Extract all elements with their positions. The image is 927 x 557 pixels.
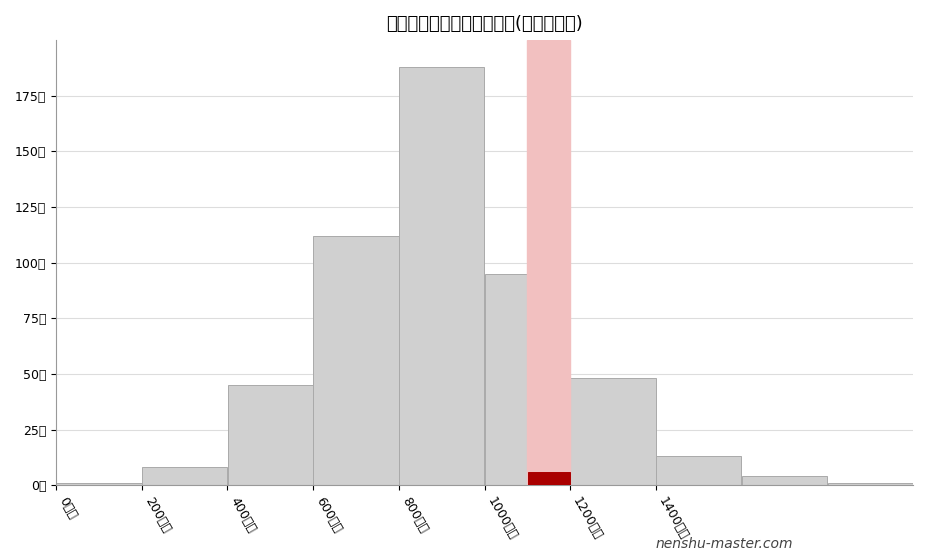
Bar <box>313 236 399 485</box>
Bar <box>399 67 484 485</box>
Bar <box>655 456 741 485</box>
Bar <box>142 467 227 485</box>
Title: 豊田通商の年収ポジション(中部地方内): 豊田通商の年収ポジション(中部地方内) <box>386 15 582 33</box>
Bar <box>227 385 312 485</box>
Bar <box>527 472 569 485</box>
Bar <box>57 483 142 485</box>
Bar <box>484 274 569 485</box>
Bar <box>527 40 569 485</box>
Bar <box>570 378 655 485</box>
Bar <box>741 476 826 485</box>
Bar <box>827 483 912 485</box>
Text: nenshu-master.com: nenshu-master.com <box>654 538 792 551</box>
